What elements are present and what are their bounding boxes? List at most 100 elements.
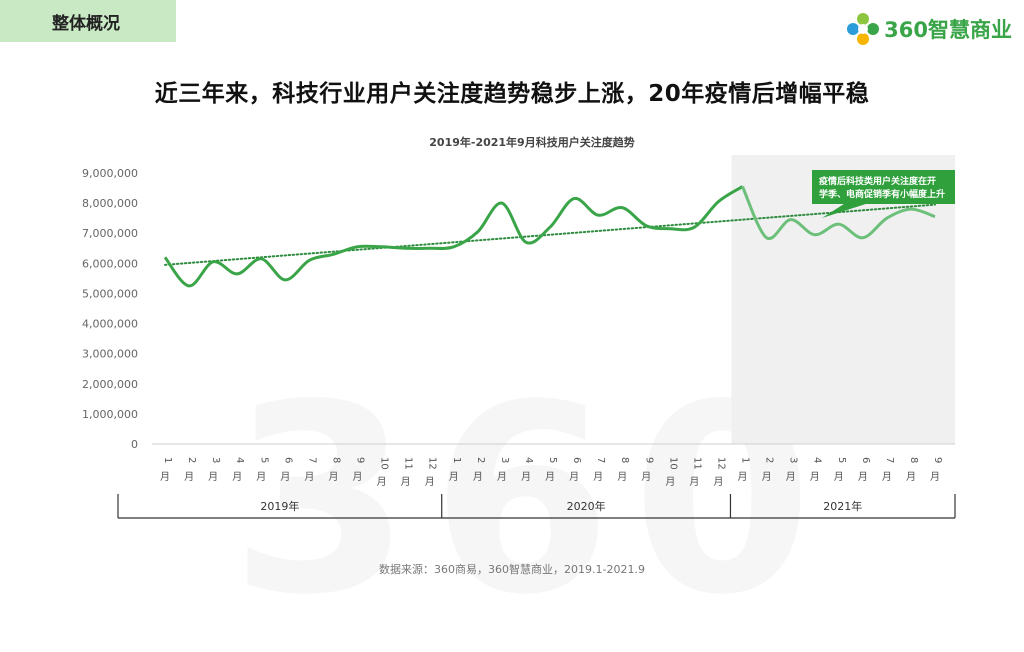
x-tick-unit: 月	[762, 471, 772, 483]
x-tick-number: 9	[932, 457, 943, 463]
x-tick-number: 11	[691, 457, 702, 470]
x-tick-label: 12 月	[713, 457, 726, 488]
x-tick-unit: 月	[256, 471, 266, 483]
x-tick-label: 9月	[641, 457, 654, 483]
brand-logo: 360智慧商业	[846, 12, 1012, 46]
x-tick-number: 7	[884, 457, 895, 463]
y-tick-label: 0	[131, 438, 138, 451]
x-tick-number: 4	[234, 457, 245, 463]
series-line-highlighted	[741, 185, 936, 241]
x-tick-unit: 月	[521, 471, 531, 483]
flower-logo-icon	[847, 13, 880, 45]
x-tick-label: 10 月	[377, 457, 390, 488]
x-tick-number: 12	[427, 457, 438, 470]
x-tick-unit: 月	[689, 476, 699, 488]
x-tick-label: 4月	[521, 457, 534, 483]
x-tick-label: 9月	[353, 457, 366, 483]
x-tick-label: 3月	[497, 457, 510, 483]
x-tick-label: 9月	[930, 457, 943, 483]
year-group-label: 2021年	[823, 499, 862, 513]
x-tick-label: 1月	[160, 457, 173, 483]
x-tick-unit: 月	[858, 471, 868, 483]
x-tick-label: 6月	[280, 457, 293, 483]
x-tick-unit: 月	[184, 471, 194, 483]
x-tick-unit: 月	[665, 476, 675, 488]
x-tick-unit: 月	[160, 471, 170, 483]
x-tick-number: 5	[547, 457, 558, 463]
x-tick-number: 7	[595, 457, 606, 463]
x-tick-label: 1月	[738, 457, 751, 483]
x-tick-label: 3月	[208, 457, 221, 483]
x-tick-label: 2月	[473, 457, 486, 483]
year-group-label: 2019年	[260, 499, 299, 513]
x-tick-unit: 月	[569, 471, 579, 483]
x-tick-number: 6	[571, 457, 582, 463]
x-tick-label: 1月	[449, 457, 462, 483]
x-tick-unit: 月	[641, 471, 651, 483]
x-tick-label: 11 月	[689, 457, 702, 488]
y-tick-label: 3,000,000	[82, 348, 138, 361]
x-tick-number: 8	[908, 457, 919, 463]
annotation-box	[812, 170, 955, 204]
annotation-text-line-2: 学季、电商促销季有小幅度上升	[819, 188, 945, 200]
x-tick-unit: 月	[208, 471, 218, 483]
y-tick-label: 1,000,000	[82, 408, 138, 421]
x-tick-unit: 月	[473, 471, 483, 483]
x-tick-number: 9	[643, 457, 654, 463]
x-tick-number: 9	[355, 457, 366, 463]
x-tick-label: 12 月	[425, 457, 438, 488]
chart-title: 2019年-2021年9月科技用户关注度趋势	[429, 136, 635, 149]
y-axis: 0 1,000,000 2,000,000 3,000,000 4,000,000 5,0…	[82, 167, 138, 451]
x-tick-number: 11	[403, 457, 414, 470]
x-tick-number: 5	[836, 457, 847, 463]
section-label: 整体概况	[0, 0, 176, 42]
x-tick-unit: 月	[930, 471, 940, 483]
page-headline: 近三年来，科技行业用户关注度趋势稳步上涨，20年疫情后增幅平稳	[154, 81, 870, 107]
x-tick-label: 7月	[882, 457, 895, 483]
x-tick-unit: 月	[425, 476, 435, 488]
x-tick-unit: 月	[304, 471, 314, 483]
x-tick-unit: 月	[906, 471, 916, 483]
x-tick-number: 2	[475, 457, 486, 463]
y-tick-label: 8,000,000	[82, 197, 138, 210]
x-tick-label: 8月	[906, 457, 919, 483]
annotation-arrow	[822, 202, 872, 218]
x-tick-number: 6	[282, 457, 293, 463]
x-tick-number: 8	[330, 457, 341, 463]
x-tick-number: 2	[186, 457, 197, 463]
x-tick-unit: 月	[882, 471, 892, 483]
y-tick-label: 9,000,000	[82, 167, 138, 180]
x-tick-unit: 月	[328, 471, 338, 483]
x-tick-unit: 月	[810, 471, 820, 483]
data-source-note: 数据来源：360商易，360智慧商业，2019.1-2021.9	[379, 563, 645, 576]
trend-line	[164, 203, 936, 266]
x-tick-unit: 月	[786, 471, 796, 483]
x-tick-label: 3月	[786, 457, 799, 483]
x-tick-label: 2月	[762, 457, 775, 483]
x-tick-unit: 月	[738, 471, 748, 483]
x-tick-number: 10	[379, 457, 390, 470]
annotation-callout: 疫情后科技类用户关注度在开 学季、电商促销季有小幅度上升	[812, 170, 955, 218]
x-tick-label: 4月	[810, 457, 823, 483]
x-tick-number: 3	[210, 457, 221, 463]
x-tick-label: 8月	[617, 457, 630, 483]
x-tick-label: 2月	[184, 457, 197, 483]
x-tick-unit: 月	[713, 476, 723, 488]
x-tick-label: 5月	[834, 457, 847, 483]
y-tick-label: 5,000,000	[82, 287, 138, 300]
x-tick-number: 3	[499, 457, 510, 463]
x-tick-number: 1	[162, 457, 173, 463]
trend-line-chart: 0 1,000,000 2,000,000 3,000,000 4,000,000 5,0…	[82, 155, 956, 519]
x-tick-number: 4	[523, 457, 534, 463]
x-tick-label: 8月	[328, 457, 341, 483]
x-tick-unit: 月	[377, 476, 387, 488]
x-tick-unit: 月	[401, 476, 411, 488]
y-tick-label: 2,000,000	[82, 378, 138, 391]
x-tick-number: 1	[451, 457, 462, 463]
x-tick-label: 5月	[545, 457, 558, 483]
x-tick-unit: 月	[617, 471, 627, 483]
x-tick-number: 8	[619, 457, 630, 463]
series-line	[163, 185, 744, 288]
x-tick-unit: 月	[232, 471, 242, 483]
y-tick-label: 4,000,000	[82, 318, 138, 331]
